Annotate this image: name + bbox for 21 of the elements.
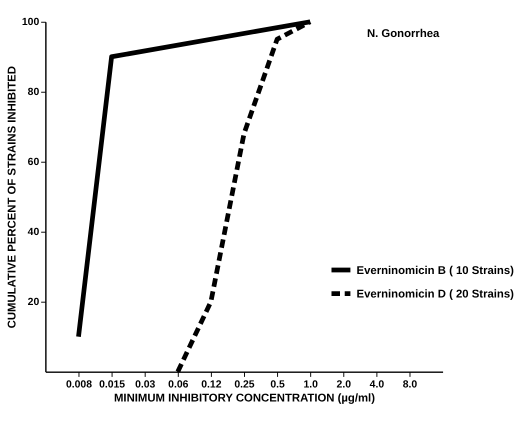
x-tick-label: 0.015 xyxy=(99,379,126,390)
legend-label: Everninomicin D ( 20 Strains) xyxy=(356,288,514,300)
y-tick-label: 40 xyxy=(28,227,40,238)
x-tick-label: 2.0 xyxy=(336,379,352,390)
x-tick-label: 1.0 xyxy=(303,379,318,390)
x-tick-label: 4.0 xyxy=(370,379,384,390)
x-tick-label: 8.0 xyxy=(402,379,418,390)
y-tick-label: 20 xyxy=(28,297,40,308)
x-tick-label: 0.06 xyxy=(168,379,189,390)
y-tick-label: 80 xyxy=(28,87,40,98)
y-tick-label: 100 xyxy=(22,17,40,28)
y-tick-label: 60 xyxy=(28,157,40,168)
legend-label: Everninomicin B ( 10 Strains) xyxy=(356,264,514,277)
x-axis-title: MINIMUM INHIBITORY CONCENTRATION (µg/ml) xyxy=(114,392,376,404)
x-tick-label: 0.12 xyxy=(201,379,222,390)
x-tick-label: 0.5 xyxy=(270,379,286,390)
x-tick-label: 0.03 xyxy=(135,379,156,390)
annotation: N. Gonorrhea xyxy=(366,28,440,40)
x-tick-label: 0.008 xyxy=(66,379,92,390)
y-axis-title: CUMULATIVE PERCENT OF STRAINS INHIBITED xyxy=(6,66,18,328)
x-tick-label: 0.25 xyxy=(234,379,255,390)
